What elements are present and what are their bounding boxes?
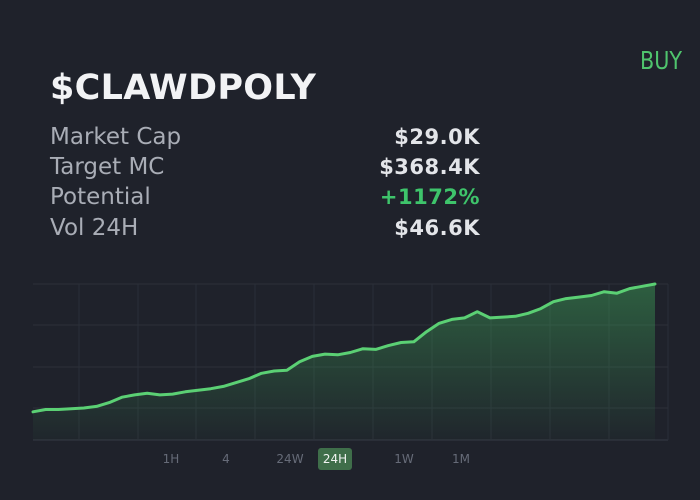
range-button-24w[interactable]: 24W: [276, 452, 304, 466]
stat-row-market-cap: Market Cap $29.0K: [50, 122, 480, 152]
stat-row-potential: Potential +1172%: [50, 182, 480, 212]
price-area: [33, 284, 655, 440]
stat-label: Market Cap: [50, 124, 182, 150]
stat-label: Potential: [50, 184, 151, 210]
price-line: [31, 282, 657, 414]
stat-label: Target MC: [50, 154, 165, 180]
range-button-1m[interactable]: 1M: [452, 452, 470, 466]
range-button-1h[interactable]: 1H: [162, 452, 180, 466]
stat-value: $29.0K: [394, 125, 480, 149]
range-button-24h[interactable]: 24H: [318, 448, 352, 470]
stat-value: $46.6K: [394, 216, 480, 240]
range-button-4[interactable]: 4: [222, 452, 230, 466]
token-ticker: $CLAWDPOLY: [50, 68, 317, 108]
range-button-1w[interactable]: 1W: [394, 452, 414, 466]
stat-label: Vol 24H: [50, 215, 139, 241]
stat-value: +1172%: [379, 185, 480, 209]
stat-row-vol-24h: Vol 24H $46.6K: [50, 213, 480, 243]
stat-row-target-mc: Target MC $368.4K: [50, 152, 480, 182]
buy-button[interactable]: BUY: [640, 46, 682, 75]
stat-value: $368.4K: [379, 155, 480, 179]
